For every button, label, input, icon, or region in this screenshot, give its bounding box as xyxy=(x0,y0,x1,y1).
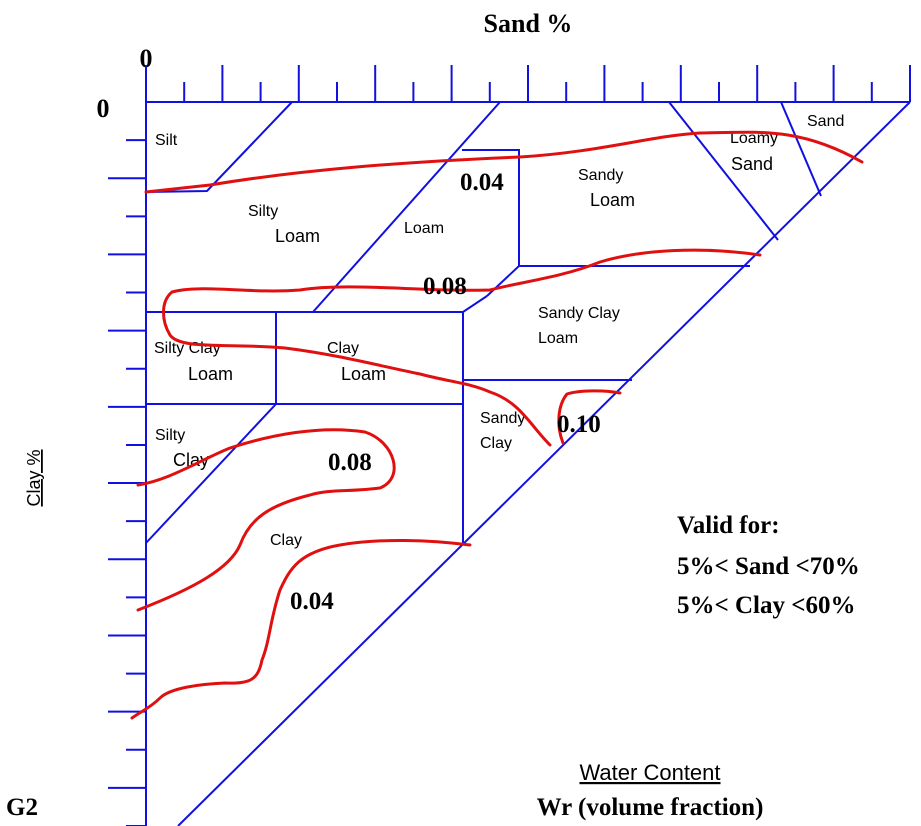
region-label-silty-clay-loam-2: Loam xyxy=(188,364,233,384)
region-label-silty-clay-1: Silty xyxy=(155,427,185,444)
boundary-sandy-loam-bottom xyxy=(486,265,750,297)
region-label-clay-loam-2: Loam xyxy=(341,364,386,384)
region-label-clay-loam-1: Clay xyxy=(327,340,359,357)
contour-labels: 0.04 0.08 0.10 0.08 0.04 xyxy=(290,169,601,615)
region-label-sandy-clay-loam-2: Loam xyxy=(538,330,578,347)
axes-group xyxy=(108,65,911,826)
hypotenuse-line xyxy=(177,101,911,826)
top-axis-title: Sand % xyxy=(484,9,573,38)
figure-id: G2 xyxy=(6,794,38,821)
contour-line-0-08-upper xyxy=(162,248,762,447)
region-label-sandy-loam-1: Sandy xyxy=(578,167,623,184)
region-label-silty-loam-2: Loam xyxy=(275,226,320,246)
texture-boundaries xyxy=(145,101,822,545)
contour-label-0-04-lower: 0.04 xyxy=(290,588,334,615)
legend-line-2: Wr (volume fraction) xyxy=(537,794,764,821)
contour-line-0-08-lower xyxy=(136,428,396,612)
region-label-silt: Silt xyxy=(155,132,178,149)
region-labels: Silt Silty Loam Loam Sandy Loam Loamy Sa… xyxy=(154,113,844,549)
boundary-loam-top xyxy=(462,149,520,266)
boundary-sand xyxy=(780,101,822,197)
region-label-sand: Sand xyxy=(807,113,844,130)
contour-label-0-10: 0.10 xyxy=(557,411,601,438)
validity-note: Valid for: 5%< Sand <70% 5%< Clay <60% xyxy=(677,512,860,619)
region-label-loamy-sand-2: Sand xyxy=(731,154,773,174)
region-label-sandy-clay-1: Sandy xyxy=(480,410,525,427)
region-label-loam: Loam xyxy=(404,220,444,237)
contour-label-0-08-lower: 0.08 xyxy=(328,449,372,476)
region-label-sandy-clay-loam-1: Sandy Clay xyxy=(538,305,620,322)
boundary-loamy-sand xyxy=(668,101,779,241)
top-axis-origin-label: 0 xyxy=(140,44,153,73)
region-label-sandy-clay-2: Clay xyxy=(480,435,512,452)
boundary-silt xyxy=(145,101,293,193)
contour-line-0-10 xyxy=(557,389,622,445)
region-label-silty-clay-2: Clay xyxy=(173,450,209,470)
contour-line-0-04-lower xyxy=(130,539,472,720)
validity-sand-range: 5%< Sand <70% xyxy=(677,553,860,580)
contour-line-0-04-upper xyxy=(144,130,864,194)
legend-line-1: Water Content xyxy=(579,760,720,785)
boundary-loam-silty-loam xyxy=(312,101,501,313)
left-axis-origin-label: 0 xyxy=(97,94,110,123)
left-axis-title: Clay % xyxy=(24,449,44,506)
validity-clay-range: 5%< Clay <60% xyxy=(677,592,856,619)
validity-title: Valid for: xyxy=(677,512,780,539)
contour-label-0-04-upper: 0.04 xyxy=(460,169,504,196)
region-label-sandy-loam-2: Loam xyxy=(590,190,635,210)
water-content-contours xyxy=(130,130,864,720)
legend: Water Content Wr (volume fraction) xyxy=(537,760,764,821)
region-label-clay: Clay xyxy=(270,532,302,549)
boundary-silty-clay xyxy=(145,403,277,544)
contour-label-0-08-upper: 0.08 xyxy=(423,273,467,300)
left-axis-ticks xyxy=(108,139,146,826)
top-axis-ticks xyxy=(145,65,911,102)
region-label-silty-loam-1: Silty xyxy=(248,203,278,220)
